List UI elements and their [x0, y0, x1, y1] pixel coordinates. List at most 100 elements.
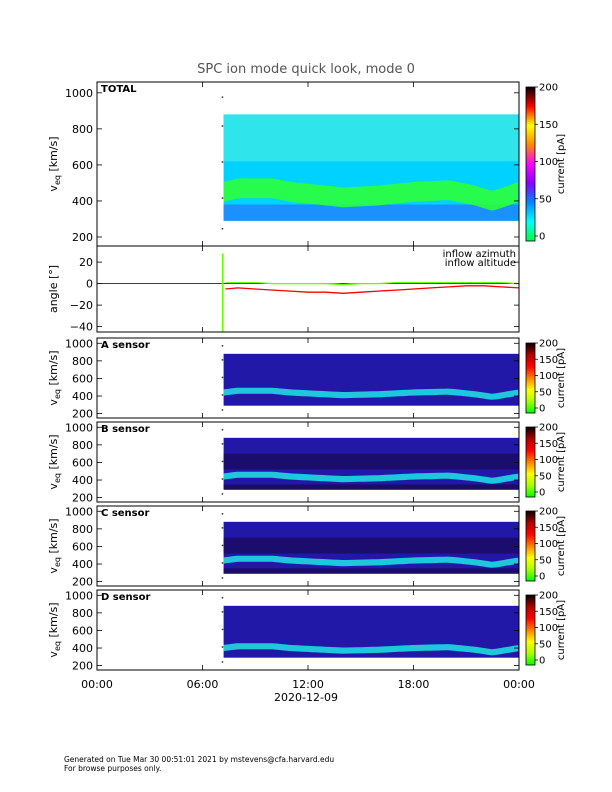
series-azimuth	[225, 285, 520, 294]
footer-line-2: For browse purposes only.	[64, 764, 162, 773]
colorbar-tick-label: 0	[539, 404, 545, 415]
data-dot	[221, 597, 224, 599]
y-tick-label: 400	[72, 642, 93, 655]
data-dot	[221, 376, 224, 379]
data-dot	[221, 96, 224, 98]
y-axis-label: angle [°]	[47, 265, 60, 313]
y-tick-label: 600	[72, 456, 93, 469]
colorbar-label: current [pA]	[556, 134, 567, 194]
colorbar-tick-label: 200	[539, 507, 558, 518]
colorbar-label: current [pA]	[556, 348, 567, 408]
colorbar	[525, 342, 536, 414]
colorbar-tick-label: 200	[539, 591, 558, 602]
colorbar-tick-label: 200	[539, 423, 558, 434]
data-dot	[221, 460, 224, 463]
spectrogram-dark-floor	[223, 568, 519, 574]
colorbar-tick-label: 50	[539, 387, 552, 398]
spectrogram-beam	[223, 387, 519, 400]
data-dot	[221, 611, 224, 613]
colorbar-tick-label: 100	[539, 371, 558, 382]
data-dot	[221, 197, 224, 199]
y-tick-label: 1000	[65, 505, 93, 518]
y-tick-label: 200	[72, 660, 93, 673]
y-tick-label: 200	[72, 408, 93, 421]
colorbar-tick-label: 150	[539, 523, 558, 534]
y-tick-label: 800	[72, 355, 93, 368]
y-tick-label: 400	[72, 195, 93, 208]
data-dot	[221, 359, 224, 361]
panel-label: TOTAL	[101, 84, 137, 95]
colorbar	[525, 86, 536, 242]
y-tick-label: 800	[72, 439, 93, 452]
spectrogram-dark-floor	[223, 484, 519, 490]
colorbar-tick-label: 200	[539, 339, 558, 350]
colorbar	[525, 510, 536, 582]
colorbar-tick-label: 150	[539, 607, 558, 618]
y-tick-label: 400	[72, 390, 93, 403]
footer-line-1: Generated on Tue Mar 30 00:51:01 2021 by…	[64, 755, 335, 764]
colorbar-label: current [pA]	[556, 600, 567, 660]
data-dot	[221, 493, 224, 495]
y-tick-label: 1000	[65, 421, 93, 434]
data-dot	[221, 394, 224, 396]
panel-label: A sensor	[101, 340, 150, 351]
spectrogram-upper-band	[223, 114, 519, 162]
y-tick-label: 200	[72, 231, 93, 244]
data-dot	[221, 628, 224, 631]
colorbar-label: current [pA]	[556, 432, 567, 492]
y-tick-label: 400	[72, 558, 93, 571]
data-dot	[221, 227, 224, 230]
y-tick-label: 1000	[65, 87, 93, 100]
y-tick-label: 600	[72, 159, 93, 172]
data-dot	[221, 125, 224, 127]
x-tick-label: 18:00	[398, 678, 430, 691]
colorbar-tick-label: 100	[539, 157, 558, 168]
y-tick-label: 600	[72, 624, 93, 637]
data-dot	[221, 544, 224, 547]
spectrogram-lower-band	[223, 204, 519, 221]
colorbar-tick-label: 100	[539, 539, 558, 550]
colorbar-label: current [pA]	[556, 516, 567, 576]
spectrogram-background	[223, 353, 519, 406]
y-tick-label: 600	[72, 372, 93, 385]
colorbar-tick-label: 100	[539, 623, 558, 634]
colorbar-tick-label: 150	[539, 120, 558, 131]
spectrogram-beam	[223, 555, 519, 568]
y-tick-label: 600	[72, 540, 93, 553]
x-tick-label: 06:00	[187, 678, 219, 691]
data-dot	[221, 478, 224, 480]
panel-label: C sensor	[101, 508, 149, 519]
data-dot	[221, 443, 224, 445]
colorbar-tick-label: 50	[539, 194, 552, 205]
colorbar	[525, 594, 536, 666]
panel-label: B sensor	[101, 424, 150, 435]
data-dot	[221, 513, 224, 515]
data-dot	[221, 661, 224, 663]
colorbar-tick-label: 0	[539, 572, 545, 583]
y-tick-label: 0	[86, 278, 93, 291]
colorbar-tick-label: 50	[539, 471, 552, 482]
x-tick-label: 00:00	[81, 678, 113, 691]
x-tick-label: 00:00	[503, 678, 535, 691]
legend-entry: inflow altitude	[445, 258, 516, 269]
colorbar-tick-label: 0	[539, 488, 545, 499]
y-axis-label: veq [km/s]	[47, 602, 62, 657]
colorbar	[525, 426, 536, 498]
y-tick-label: 800	[72, 123, 93, 136]
panel-TOTAL: TOTAL 0 50 100 150 200 current [pA] veq [km/s] 2…	[47, 81, 567, 247]
y-tick-label: −40	[70, 321, 93, 334]
series-altitude	[225, 281, 520, 286]
data-dot	[221, 646, 224, 648]
spectrogram-dark-band	[223, 537, 519, 554]
colorbar-tick-label: 100	[539, 455, 558, 466]
data-dot	[221, 527, 224, 529]
y-axis-label: veq [km/s]	[47, 350, 62, 405]
y-tick-label: 800	[72, 523, 93, 536]
